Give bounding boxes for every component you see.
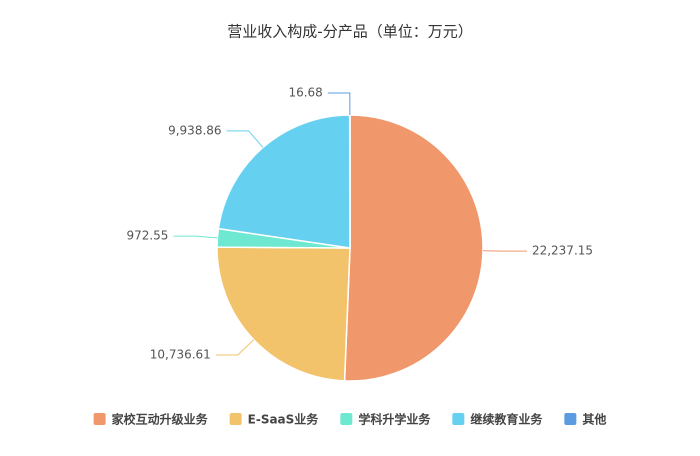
legend-marker xyxy=(564,413,577,425)
chart-title: 营业收入构成-分产品（单位：万元） xyxy=(227,23,472,41)
data-label: 9,938.86 xyxy=(168,123,221,137)
legend-marker xyxy=(340,413,353,425)
leader-line xyxy=(327,92,351,116)
legend-label: 学科升学业务 xyxy=(358,412,431,427)
data-label: 16.68 xyxy=(288,86,322,100)
leader-line xyxy=(215,339,255,356)
leader-line xyxy=(173,235,218,239)
data-label: 972.55 xyxy=(126,229,168,243)
legend-label: 继续教育业务 xyxy=(470,412,543,427)
pie-slice xyxy=(217,114,351,249)
pie-slice xyxy=(216,246,351,382)
data-label: 10,736.61 xyxy=(150,347,211,361)
legend-marker xyxy=(229,413,242,425)
legend-label: 其他 xyxy=(582,412,606,427)
legend-marker xyxy=(452,413,465,425)
pie-slice xyxy=(343,114,484,382)
data-label: 22,237.15 xyxy=(532,244,593,258)
leader-line xyxy=(226,130,264,148)
legend-marker xyxy=(93,413,106,425)
legend-label: E-SaaS业务 xyxy=(248,412,320,427)
legend-label: 家校互动升级业务 xyxy=(112,412,209,427)
